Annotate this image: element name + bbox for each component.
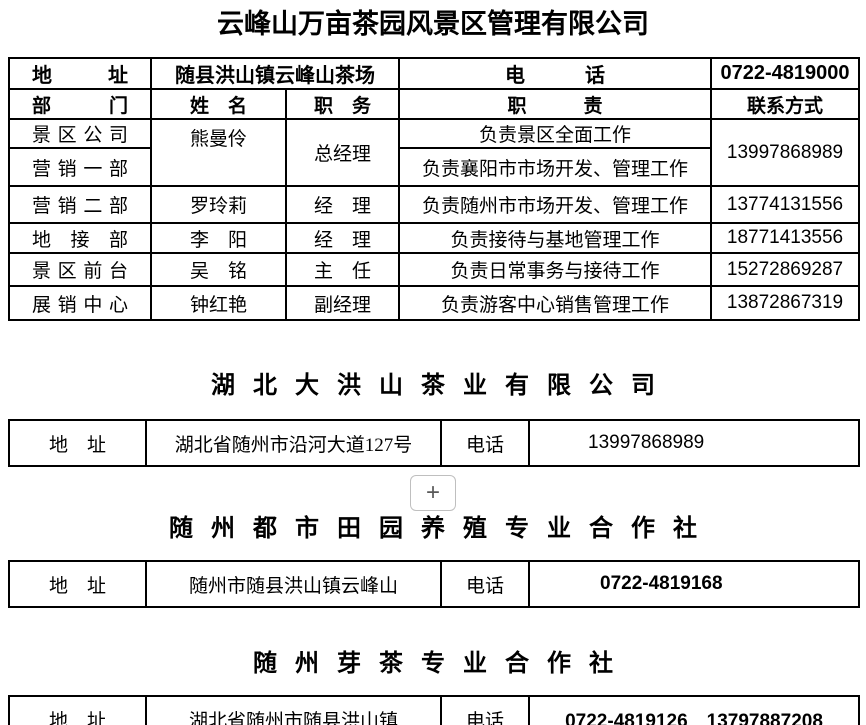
- table-row: 展销中心 钟红艳 副经理 负责游客中心销售管理工作 13872867319: [8, 285, 860, 321]
- position-cell: 经 理: [285, 222, 400, 254]
- department-cell: 地接部: [8, 222, 152, 254]
- department-label: 营销一部: [32, 158, 128, 180]
- company2-table: 地 址 湖北省随州市沿河大道127号 电话 13997868989: [8, 419, 860, 467]
- insert-table-button[interactable]: +: [410, 475, 456, 511]
- address-value-cell: 湖北省随州市沿河大道127号: [145, 419, 442, 467]
- address-value-cell: 随县洪山镇云峰山茶场: [150, 57, 400, 90]
- contact-cell: 13774131556: [710, 185, 860, 224]
- company1-info-row: 地址 随县洪山镇云峰山茶场 电 话 0722-4819000: [8, 57, 860, 90]
- address-value-cell: 随州市随县洪山镇云峰山: [145, 560, 442, 608]
- position-cell: 主 任: [285, 252, 400, 287]
- header-department-cell: 部门: [8, 88, 152, 120]
- company1-title: 云峰山万亩茶园风景区管理有限公司: [217, 9, 649, 39]
- address-label-cell: 地址: [8, 57, 152, 90]
- position-cell: 副经理: [285, 285, 400, 321]
- table-row: 营销一部 负责襄阳市市场开发、管理工作: [8, 147, 859, 187]
- company1-table: 地址 随县洪山镇云峰山茶场 电 话 0722-4819000 部门 姓 名 职 …: [8, 57, 860, 321]
- duty-cell: 负责襄阳市市场开发、管理工作: [398, 147, 712, 187]
- phone-label-cell: 电 话: [398, 57, 712, 90]
- contact-cell: 13872867319: [710, 285, 860, 321]
- duty-cell: 负责景区全面工作: [398, 118, 712, 149]
- insert-button-container: +: [0, 475, 866, 511]
- company4-title: 随州芽茶专业合作社: [253, 651, 631, 677]
- header-name-cell: 姓 名: [150, 88, 287, 120]
- duty-cell: 负责游客中心销售管理工作: [398, 285, 712, 321]
- department-cell: 景区前台: [8, 252, 152, 287]
- position-cell: 总经理: [285, 118, 400, 187]
- name-cell: 罗玲莉: [150, 185, 287, 224]
- table-row: 地 址 湖北省随州市沿河大道127号 电话 13997868989: [8, 419, 860, 467]
- position-cell: 经 理: [285, 185, 400, 224]
- address-label-cell: 地 址: [8, 419, 147, 467]
- duty-cell: 负责日常事务与接待工作: [398, 252, 712, 287]
- name-cell: 熊曼伶: [150, 118, 287, 187]
- department-cell: 营销二部: [8, 185, 152, 224]
- header-contact-cell: 联系方式: [710, 88, 860, 120]
- phone-value-cell: 0722-4819000: [710, 57, 860, 90]
- phone-label-cell: 电话: [440, 419, 530, 467]
- department-label: 营销二部: [32, 196, 128, 217]
- table-row: 景区前台 吴 铭 主 任 负责日常事务与接待工作 15272869287: [8, 252, 860, 287]
- contact-cell: 15272869287: [710, 252, 860, 287]
- phone-value-cell: 13997868989: [528, 419, 860, 467]
- department-cell: 营销一部: [8, 147, 152, 187]
- contact-cell: 13997868989: [710, 118, 860, 187]
- address-label-cell: 地 址: [8, 695, 147, 725]
- department-cell: 展销中心: [8, 285, 152, 321]
- name-cell: 吴 铭: [150, 252, 287, 287]
- company1-header-row: 部门 姓 名 职 务 职 责 联系方式: [8, 88, 860, 120]
- name-cell: 钟红艳: [150, 285, 287, 321]
- phone-label-cell: 电话: [440, 560, 530, 608]
- department-label: 景区前台: [32, 261, 128, 282]
- table-row: 地 址 随州市随县洪山镇云峰山 电话 0722-4819168: [8, 560, 860, 608]
- department-cell: 景区公司: [8, 118, 152, 149]
- header-duty-cell: 职 责: [398, 88, 712, 120]
- duty-cell: 负责随州市市场开发、管理工作: [398, 185, 712, 224]
- address-label-cell: 地 址: [8, 560, 147, 608]
- header-position-cell: 职 务: [285, 88, 400, 120]
- company3-table: 地 址 随州市随县洪山镇云峰山 电话 0722-4819168: [8, 560, 860, 608]
- department-label: 展销中心: [32, 294, 128, 316]
- address-value-cell: 湖北省随州市随县洪山镇: [145, 695, 442, 725]
- phone-value-cell: 0722-4819168: [528, 560, 860, 608]
- phone-label-cell: 电话: [440, 695, 530, 725]
- table-row: 地接部 李 阳 经 理 负责接待与基地管理工作 18771413556: [8, 222, 860, 254]
- company2-title: 湖北大洪山茶业有限公司: [211, 373, 673, 399]
- address-label: 地址: [32, 65, 128, 87]
- table-row: 营销二部 罗玲莉 经 理 负责随州市市场开发、管理工作 13774131556: [8, 185, 860, 224]
- table-row: 景区公司 熊曼伶 总经理 负责景区全面工作 13997868989: [8, 118, 860, 187]
- table-row: 地 址 湖北省随州市随县洪山镇 电话 0722-4819126 13797887…: [8, 695, 860, 725]
- department-label: 地接部: [32, 229, 128, 251]
- name-cell: 李 阳: [150, 222, 287, 254]
- contact-cell: 18771413556: [710, 222, 860, 254]
- duty-cell: 负责接待与基地管理工作: [398, 222, 712, 254]
- company4-table: 地 址 湖北省随州市随县洪山镇 电话 0722-4819126 13797887…: [8, 695, 860, 725]
- company3-title: 随州都市田园养殖专业合作社: [169, 516, 715, 542]
- department-label: 景区公司: [32, 125, 128, 146]
- header-department: 部门: [32, 95, 128, 117]
- phone-value-cell: 0722-4819126 13797887208: [528, 695, 860, 725]
